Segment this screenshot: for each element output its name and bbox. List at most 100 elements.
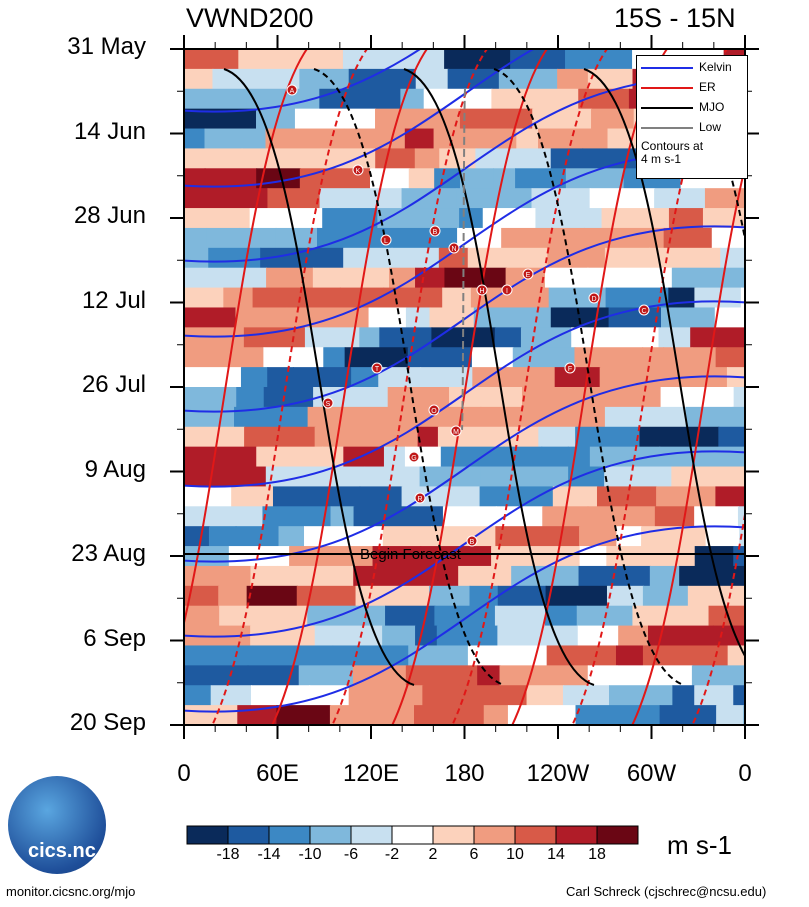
storm-marker: H — [476, 284, 488, 296]
shade-cell — [299, 68, 350, 90]
shade-cell — [206, 227, 241, 249]
shade-cell — [364, 466, 421, 488]
shade-cell — [359, 327, 381, 349]
y-tick-label: 14 Jun — [73, 117, 146, 145]
shade-cell — [184, 645, 254, 667]
shade-cell — [266, 267, 314, 289]
shade-cell — [329, 705, 416, 725]
shade-cell — [521, 406, 606, 428]
storm-marker: T — [371, 362, 383, 374]
shade-cell — [442, 506, 497, 528]
shade-cell — [495, 526, 581, 548]
colorbar-swatch — [268, 825, 311, 845]
shade-cell — [414, 148, 441, 170]
shade-cell — [244, 426, 290, 448]
shade-cell — [184, 466, 267, 488]
shade-cell — [472, 367, 556, 388]
shade-cell — [733, 387, 745, 408]
legend-er-label: ER — [699, 80, 716, 94]
legend-er: ER — [637, 80, 747, 96]
footer-url[interactable]: monitor.cicsnc.org/mjo — [6, 884, 136, 899]
shade-cell — [184, 685, 212, 707]
shade-cell — [606, 546, 696, 567]
shade-cell — [204, 168, 258, 190]
storm-letter: C — [641, 308, 646, 315]
shade-cell — [298, 665, 354, 687]
shade-cell — [733, 685, 745, 707]
shade-cell — [507, 705, 577, 725]
shade-cell — [642, 347, 665, 369]
shade-cell — [604, 466, 673, 488]
colorbar-swatch — [350, 825, 393, 845]
storm-markers: A K L B N H I E D C F T S O M G R B — [286, 84, 650, 547]
shade-cell — [494, 605, 546, 627]
shade-cell — [609, 685, 674, 707]
shade-cell — [718, 426, 745, 448]
shade-cell — [727, 645, 745, 667]
shade-cell — [458, 565, 513, 587]
storm-marker: F — [564, 362, 576, 374]
shade-cell — [538, 426, 577, 448]
colorbar-swatch — [227, 825, 270, 845]
shade-cell — [526, 685, 564, 707]
shade-cell — [715, 347, 745, 369]
shade-cell — [184, 565, 252, 587]
shade-cell — [415, 267, 446, 289]
shade-cell — [256, 108, 296, 130]
shade-cell — [499, 665, 589, 687]
shade-cell — [235, 307, 288, 329]
shade-cell — [342, 49, 406, 70]
shade-cell — [307, 406, 397, 428]
shade-cell — [659, 446, 745, 468]
shade-cell — [353, 565, 383, 587]
contour-line — [223, 68, 415, 686]
shade-cell — [606, 585, 644, 607]
shade-cell — [275, 227, 319, 249]
shade-cell — [184, 705, 239, 725]
shade-cell — [184, 347, 265, 369]
contour-line — [493, 68, 685, 686]
shade-cell — [480, 466, 570, 488]
storm-letter: H — [479, 288, 484, 295]
shade-cell — [250, 565, 279, 587]
shade-cell — [691, 347, 717, 369]
shade-cell — [604, 247, 651, 269]
shade-cell — [291, 128, 345, 150]
shade-cell — [343, 446, 385, 468]
legend-mjo-label: MJO — [699, 100, 725, 114]
shade-cell — [184, 267, 268, 289]
shade-cell — [408, 645, 469, 667]
shade-cell — [434, 605, 496, 627]
shade-cell — [184, 247, 210, 269]
colorbar-tick-label: -18 — [216, 846, 240, 863]
storm-marker: R — [414, 492, 426, 504]
shade-cell — [219, 605, 309, 627]
x-tick-label: 60E — [256, 760, 299, 787]
shade-cell — [737, 506, 745, 528]
shade-cell — [589, 188, 656, 210]
shade-cell — [429, 307, 475, 329]
shade-cell — [714, 307, 745, 329]
shade-cell — [343, 247, 393, 269]
shade-cell — [546, 645, 617, 667]
shade-cell — [352, 665, 407, 687]
storm-letter: L — [384, 238, 388, 245]
contour-line — [451, 49, 609, 725]
shade-cell — [332, 645, 410, 667]
shade-cell — [184, 148, 243, 170]
storm-letter: N — [451, 246, 456, 253]
shade-cell — [579, 546, 608, 567]
axis-ticks — [170, 35, 759, 739]
shade-cell — [544, 605, 578, 627]
y-tick-label: 6 Sep — [83, 624, 146, 652]
colorbar-tick-label: 18 — [588, 846, 606, 863]
shade-cell — [679, 565, 745, 587]
storm-letter: O — [431, 408, 437, 415]
shade-cell — [691, 665, 745, 687]
y-tick-label: 20 Sep — [69, 709, 146, 736]
shade-cell — [323, 367, 353, 388]
shade-cell — [658, 327, 692, 349]
storm-letter: K — [356, 168, 361, 175]
shade-cell — [312, 267, 391, 289]
shade-cell — [184, 307, 237, 329]
